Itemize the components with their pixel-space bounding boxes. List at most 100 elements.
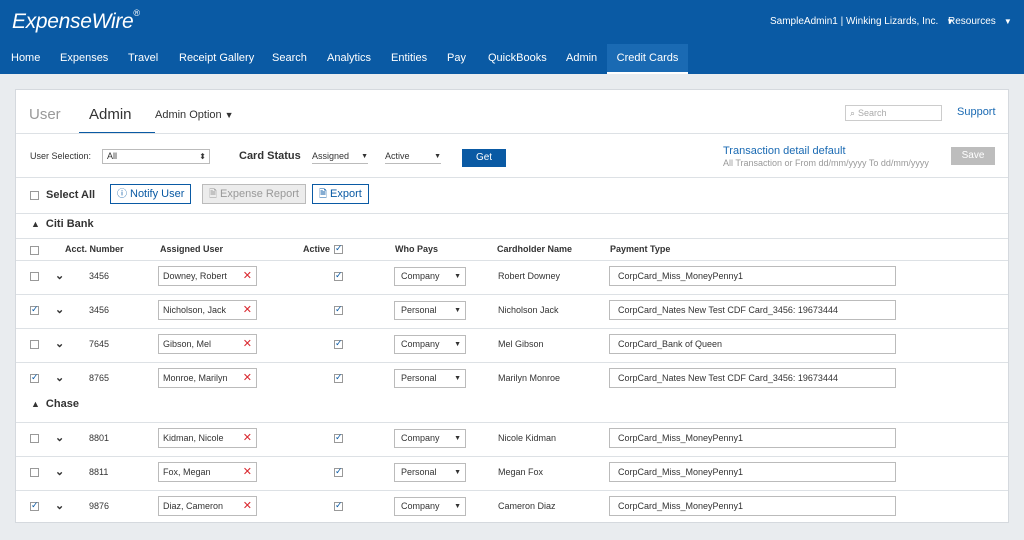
expand-chevron-icon[interactable]: ⌄ bbox=[55, 372, 65, 384]
payment-type-field[interactable]: CorpCard_Miss_MoneyPenny1 bbox=[609, 428, 896, 448]
active-checkbox[interactable] bbox=[334, 372, 343, 383]
nav-item-home[interactable]: Home bbox=[11, 52, 41, 64]
row-select-checkbox[interactable] bbox=[30, 272, 39, 281]
who-pays-select[interactable]: Personal ▼ bbox=[394, 301, 466, 320]
row-select-checkbox[interactable] bbox=[30, 304, 39, 315]
remove-user-icon[interactable]: ✕ bbox=[242, 500, 252, 512]
admin-option-dropdown[interactable]: Admin Option ▼ bbox=[155, 109, 234, 121]
nav-item-credit-cards[interactable]: Credit Cards bbox=[607, 44, 688, 74]
notify-user-button[interactable]: ⓘ Notify User bbox=[110, 184, 192, 204]
active-all-checkbox[interactable] bbox=[334, 243, 343, 254]
export-button[interactable]: 🗎 Export bbox=[312, 184, 369, 204]
nav-item-admin[interactable]: Admin bbox=[566, 52, 598, 64]
active-checkbox[interactable] bbox=[334, 500, 343, 511]
active-checkbox[interactable] bbox=[334, 466, 343, 477]
who-pays-select[interactable]: Personal ▼ bbox=[394, 463, 466, 482]
search-input[interactable]: ⌕ Search bbox=[845, 105, 942, 121]
search-icon: ⌕ bbox=[850, 108, 856, 118]
remove-user-icon[interactable]: ✕ bbox=[242, 372, 252, 384]
who-pays-value: Personal bbox=[401, 305, 437, 315]
payment-type-field[interactable]: CorpCard_Miss_MoneyPenny1 bbox=[609, 496, 896, 516]
nav-item-quickbooks[interactable]: QuickBooks bbox=[488, 52, 547, 64]
card-status-assigned-select[interactable]: Assigned ▼ bbox=[312, 150, 368, 164]
remove-user-icon[interactable]: ✕ bbox=[242, 466, 252, 478]
admin-option-label: Admin Option bbox=[155, 109, 222, 121]
assigned-user-field[interactable]: Gibson, Mel ✕ bbox=[158, 334, 257, 354]
payment-type-field[interactable]: CorpCard_Bank of Queen bbox=[609, 334, 896, 354]
expand-chevron-icon[interactable]: ⌄ bbox=[55, 432, 65, 444]
tab-admin[interactable]: Admin bbox=[89, 106, 132, 123]
column-header-cardholder: Cardholder Name bbox=[497, 244, 573, 254]
remove-user-icon[interactable]: ✕ bbox=[242, 304, 252, 316]
nav-item-receipt-gallery[interactable]: Receipt Gallery bbox=[179, 52, 255, 64]
header-select-checkbox[interactable] bbox=[30, 246, 39, 255]
who-pays-select[interactable]: Personal ▼ bbox=[394, 369, 466, 388]
table-row: ⌄ 7645 Gibson, Mel ✕ Company ▼ Mel Gibson CorpC… bbox=[16, 328, 1008, 361]
assigned-user-value: Nicholson, Jack bbox=[163, 305, 227, 315]
status-assigned-value: Assigned bbox=[312, 151, 350, 161]
group-header[interactable]: ▲ Citi Bank bbox=[31, 218, 94, 230]
expand-chevron-icon[interactable]: ⌄ bbox=[55, 338, 65, 350]
user-selection-value: All bbox=[107, 151, 118, 161]
active-checkbox[interactable] bbox=[334, 304, 343, 315]
assigned-user-field[interactable]: Diaz, Cameron ✕ bbox=[158, 496, 257, 516]
account-menu[interactable]: SampleAdmin1 | Winking Lizards, Inc. ▼ bbox=[770, 16, 954, 27]
assigned-user-field[interactable]: Kidman, Nicole ✕ bbox=[158, 428, 257, 448]
active-checkbox[interactable] bbox=[334, 338, 343, 349]
save-button[interactable]: Save bbox=[951, 147, 995, 165]
payment-type-field[interactable]: CorpCard_Miss_MoneyPenny1 bbox=[609, 266, 896, 286]
user-selection-select[interactable]: All ⬍ bbox=[102, 149, 210, 164]
expense-report-button[interactable]: 🗎 Expense Report bbox=[202, 184, 306, 204]
export-label: Export bbox=[330, 188, 362, 200]
row-select-checkbox[interactable] bbox=[30, 372, 39, 383]
app-logo[interactable]: ExpenseWire® bbox=[12, 8, 140, 33]
who-pays-select[interactable]: Company ▼ bbox=[394, 497, 466, 516]
assigned-user-field[interactable]: Downey, Robert ✕ bbox=[158, 266, 257, 286]
select-all-checkbox[interactable] bbox=[30, 191, 39, 200]
nav-item-pay[interactable]: Pay bbox=[447, 52, 466, 64]
assigned-user-field[interactable]: Fox, Megan ✕ bbox=[158, 462, 257, 482]
who-pays-select[interactable]: Company ▼ bbox=[394, 429, 466, 448]
who-pays-select[interactable]: Company ▼ bbox=[394, 267, 466, 286]
remove-user-icon[interactable]: ✕ bbox=[242, 432, 252, 444]
who-pays-select[interactable]: Company ▼ bbox=[394, 335, 466, 354]
assigned-user-field[interactable]: Monroe, Marilyn ✕ bbox=[158, 368, 257, 388]
payment-type-field[interactable]: CorpCard_Miss_MoneyPenny1 bbox=[609, 462, 896, 482]
payment-type-field[interactable]: CorpCard_Nates New Test CDF Card_3456: 1… bbox=[609, 368, 896, 388]
divider bbox=[16, 238, 1008, 239]
nav-item-entities[interactable]: Entities bbox=[391, 52, 428, 64]
expand-chevron-icon[interactable]: ⌄ bbox=[55, 466, 65, 478]
expand-chevron-icon[interactable]: ⌄ bbox=[55, 500, 65, 512]
get-button[interactable]: Get bbox=[462, 149, 506, 167]
row-select-checkbox[interactable] bbox=[30, 468, 39, 477]
acct-number: 8765 bbox=[89, 373, 110, 383]
expand-chevron-icon[interactable]: ⌄ bbox=[55, 270, 65, 282]
active-checkbox[interactable] bbox=[334, 270, 343, 281]
nav-item-expenses[interactable]: Expenses bbox=[60, 52, 109, 64]
nav-item-analytics[interactable]: Analytics bbox=[327, 52, 372, 64]
assigned-user-field[interactable]: Nicholson, Jack ✕ bbox=[158, 300, 257, 320]
caret-down-icon: ▼ bbox=[454, 273, 461, 280]
table-row: ⌄ 3456 Nicholson, Jack ✕ Personal ▼ Nicholson … bbox=[16, 294, 1008, 327]
row-select-checkbox[interactable] bbox=[30, 500, 39, 511]
active-checkbox[interactable] bbox=[334, 432, 343, 443]
column-header-active: Active bbox=[303, 244, 331, 254]
chevron-up-icon[interactable]: ▲ bbox=[31, 219, 40, 229]
remove-user-icon[interactable]: ✕ bbox=[242, 338, 252, 350]
nav-item-travel[interactable]: Travel bbox=[128, 52, 159, 64]
resources-menu[interactable]: Resources ▼ bbox=[948, 16, 1012, 27]
row-select-checkbox[interactable] bbox=[30, 340, 39, 349]
group-header[interactable]: ▲ Chase bbox=[31, 398, 79, 410]
transaction-detail-link[interactable]: Transaction detail default bbox=[723, 145, 846, 157]
expand-chevron-icon[interactable]: ⌄ bbox=[55, 304, 65, 316]
payment-type-field[interactable]: CorpCard_Nates New Test CDF Card_3456: 1… bbox=[609, 300, 896, 320]
chevron-up-icon[interactable]: ▲ bbox=[31, 399, 40, 409]
caret-down-icon: ▼ bbox=[454, 469, 461, 476]
divider bbox=[16, 177, 1008, 178]
row-select-checkbox[interactable] bbox=[30, 434, 39, 443]
nav-item-search[interactable]: Search bbox=[272, 52, 307, 64]
card-status-active-select[interactable]: Active ▼ bbox=[385, 150, 441, 164]
remove-user-icon[interactable]: ✕ bbox=[242, 270, 252, 282]
support-link[interactable]: Support bbox=[957, 106, 996, 118]
tab-user[interactable]: User bbox=[29, 106, 61, 123]
